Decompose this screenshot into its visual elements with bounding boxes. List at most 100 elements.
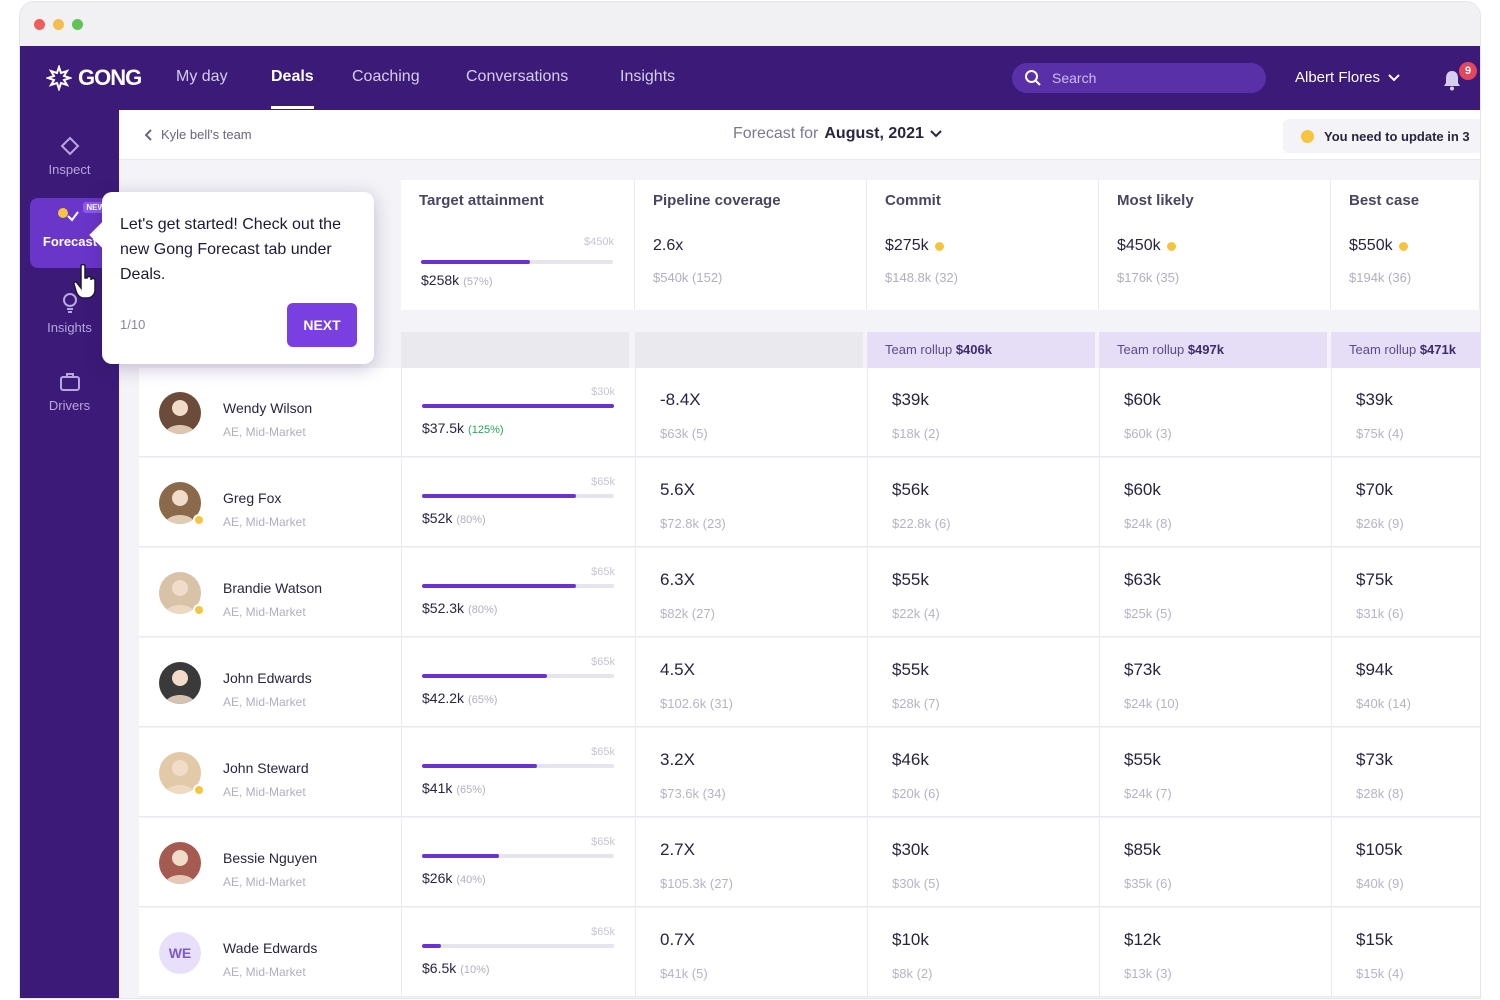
commit-value: $46k bbox=[892, 750, 929, 769]
pipeline-cell[interactable]: -8.4X $63k (5) bbox=[635, 368, 867, 457]
table-row[interactable]: Greg Fox AE, Mid-Market $65k $52k (80%) 5… bbox=[139, 458, 1480, 547]
table-row[interactable]: John Edwards AE, Mid-Market $65k $42.2k(… bbox=[139, 638, 1480, 727]
sidebar-item-insights[interactable]: Insights bbox=[20, 292, 119, 335]
best-case-cell[interactable]: $105k $40k (9) bbox=[1331, 818, 1480, 907]
best-case-cell[interactable]: $15k $15k (4) bbox=[1331, 908, 1480, 997]
attainment-amount: $52k bbox=[422, 510, 453, 526]
most-likely-value: $450k bbox=[1117, 237, 1161, 254]
most-likely-cell[interactable]: $85k $35k (6) bbox=[1099, 818, 1331, 907]
user-menu[interactable]: Albert Flores bbox=[1295, 69, 1400, 86]
rollup-empty bbox=[401, 332, 629, 368]
status-dot-icon bbox=[193, 784, 205, 796]
period-selector[interactable]: Forecast for August, 2021 bbox=[733, 125, 942, 143]
attainment-value: $52k (80%) bbox=[422, 510, 486, 526]
pipeline-cell[interactable]: 6.3X $82k (27) bbox=[635, 548, 867, 637]
most-likely-cell[interactable]: $73k $24k (10) bbox=[1099, 638, 1331, 727]
best-case-cell[interactable]: $75k $31k (6) bbox=[1331, 548, 1480, 637]
commit-value: $275k bbox=[885, 237, 929, 254]
commit-cell[interactable]: $46k $20k (6) bbox=[867, 728, 1099, 817]
minimize-window-dot[interactable] bbox=[53, 19, 64, 30]
best-case-value: $15k bbox=[1356, 930, 1393, 949]
most-likely-cell[interactable]: $12k $13k (3) bbox=[1099, 908, 1331, 997]
attainment-progress-fill bbox=[422, 404, 614, 408]
table-row[interactable]: Wendy Wilson AE, Mid-Market $30k $37.5k(… bbox=[139, 368, 1480, 457]
gong-logo[interactable]: GONG bbox=[46, 64, 142, 92]
attainment-progress bbox=[422, 404, 614, 408]
commit-sub: $148.8k (32) bbox=[885, 270, 958, 285]
nav-coaching[interactable]: Coaching bbox=[352, 68, 420, 85]
pipeline-cell[interactable]: 5.6X $72.8k (23) bbox=[635, 458, 867, 547]
table-row[interactable]: WE Wade Edwards AE, Mid-Market $65k $6.5… bbox=[139, 908, 1480, 997]
maximize-window-dot[interactable] bbox=[72, 19, 83, 30]
pipeline-cell[interactable]: 0.7X $41k (5) bbox=[635, 908, 867, 997]
rep-cell[interactable]: Bessie Nguyen AE, Mid-Market bbox=[139, 818, 401, 907]
best-case-cell[interactable]: $70k $26k (9) bbox=[1331, 458, 1480, 547]
most-likely-rollup: Team rollup $497k bbox=[1099, 332, 1327, 368]
commit-cell[interactable]: $55k $28k (7) bbox=[867, 638, 1099, 727]
chevron-down-icon bbox=[930, 130, 942, 138]
attainment-percent: (65%) bbox=[468, 694, 498, 706]
commit-cell[interactable]: $39k $18k (2) bbox=[867, 368, 1099, 457]
notification-bell-icon[interactable] bbox=[1440, 68, 1464, 92]
rep-cell[interactable]: Wendy Wilson AE, Mid-Market bbox=[139, 368, 401, 457]
search-input[interactable]: Search bbox=[1012, 63, 1266, 93]
pipeline-value: 2.7X bbox=[660, 840, 695, 859]
best-case-cell[interactable]: $73k $28k (8) bbox=[1331, 728, 1480, 817]
pipeline-cell[interactable]: 4.5X $102.6k (31) bbox=[635, 638, 867, 727]
person-icon bbox=[165, 850, 195, 884]
column-title: Most likely bbox=[1117, 192, 1194, 209]
table-row[interactable]: Brandie Watson AE, Mid-Market $65k $52.3… bbox=[139, 548, 1480, 637]
rep-cell[interactable]: John Edwards AE, Mid-Market bbox=[139, 638, 401, 727]
sidebar-item-label: Inspect bbox=[48, 162, 91, 177]
attainment-progress bbox=[422, 494, 614, 498]
nav-my-day[interactable]: My day bbox=[176, 68, 228, 85]
pipeline-coverage-header: Pipeline coverage 2.6x $540k (152) bbox=[635, 180, 867, 310]
breadcrumb-label: Kyle bell's team bbox=[161, 127, 252, 142]
most-likely-cell[interactable]: $55k $24k (7) bbox=[1099, 728, 1331, 817]
update-alert[interactable]: You need to update in 3 bbox=[1283, 119, 1480, 153]
rep-cell[interactable]: Greg Fox AE, Mid-Market bbox=[139, 458, 401, 547]
rep-cell[interactable]: Brandie Watson AE, Mid-Market bbox=[139, 548, 401, 637]
nav-insights[interactable]: Insights bbox=[620, 68, 676, 85]
commit-cell[interactable]: $30k $30k (5) bbox=[867, 818, 1099, 907]
best-case-rollup: Team rollup $471k bbox=[1331, 332, 1480, 368]
close-window-dot[interactable] bbox=[34, 19, 45, 30]
notification-count-badge: 9 bbox=[1459, 62, 1477, 80]
chevron-left-icon bbox=[145, 128, 152, 141]
most-likely-sub: $24k (7) bbox=[1124, 786, 1172, 801]
most-likely-cell[interactable]: $63k $25k (5) bbox=[1099, 548, 1331, 637]
best-case-cell[interactable]: $39k $75k (4) bbox=[1331, 368, 1480, 457]
brand-name: GONG bbox=[78, 65, 142, 90]
rollup-label: Team rollup bbox=[1349, 342, 1417, 357]
commit-cell[interactable]: $10k $8k (2) bbox=[867, 908, 1099, 997]
attainment-progress bbox=[422, 584, 614, 588]
rep-cell[interactable]: WE Wade Edwards AE, Mid-Market bbox=[139, 908, 401, 997]
onboarding-tooltip: Let's get started! Check out the new Gon… bbox=[102, 192, 374, 364]
table-row[interactable]: John Steward AE, Mid-Market $65k $41k (65… bbox=[139, 728, 1480, 817]
commit-cell[interactable]: $55k $22k (4) bbox=[867, 548, 1099, 637]
rep-cell[interactable]: John Steward AE, Mid-Market bbox=[139, 728, 401, 817]
most-likely-header: Most likely $450k $176k (35) bbox=[1099, 180, 1331, 310]
attainment-progress-fill bbox=[422, 764, 538, 768]
forecast-period: August, 2021 bbox=[824, 125, 924, 142]
target-value: $65k bbox=[591, 476, 615, 488]
sidebar-item-inspect[interactable]: Inspect bbox=[20, 136, 119, 177]
attainment-value: $52.3k (80%) bbox=[422, 600, 497, 616]
attainment-progress-fill bbox=[422, 674, 547, 678]
most-likely-cell[interactable]: $60k $24k (8) bbox=[1099, 458, 1331, 547]
breadcrumb[interactable]: Kyle bell's team bbox=[145, 127, 252, 142]
sidebar-item-drivers[interactable]: Drivers bbox=[20, 372, 119, 413]
best-case-cell[interactable]: $94k $40k (14) bbox=[1331, 638, 1480, 727]
pipeline-cell[interactable]: 3.2X $73.6k (34) bbox=[635, 728, 867, 817]
pipeline-cell[interactable]: 2.7X $105.3k (27) bbox=[635, 818, 867, 907]
most-likely-cell[interactable]: $60k $60k (3) bbox=[1099, 368, 1331, 457]
table-row[interactable]: Bessie Nguyen AE, Mid-Market $65k $26k (4… bbox=[139, 818, 1480, 907]
commit-cell[interactable]: $56k $22.8k (6) bbox=[867, 458, 1099, 547]
commit-header: Commit $275k $148.8k (32) bbox=[867, 180, 1099, 310]
nav-conversations[interactable]: Conversations bbox=[466, 68, 569, 85]
forecast-table: Target attainment $450k $258k (57%) Pipel… bbox=[139, 180, 1480, 998]
best-case-sub: $40k (14) bbox=[1356, 696, 1411, 711]
next-button[interactable]: NEXT bbox=[287, 303, 357, 347]
nav-deals[interactable]: Deals bbox=[271, 68, 314, 109]
status-dot-icon bbox=[193, 604, 205, 616]
